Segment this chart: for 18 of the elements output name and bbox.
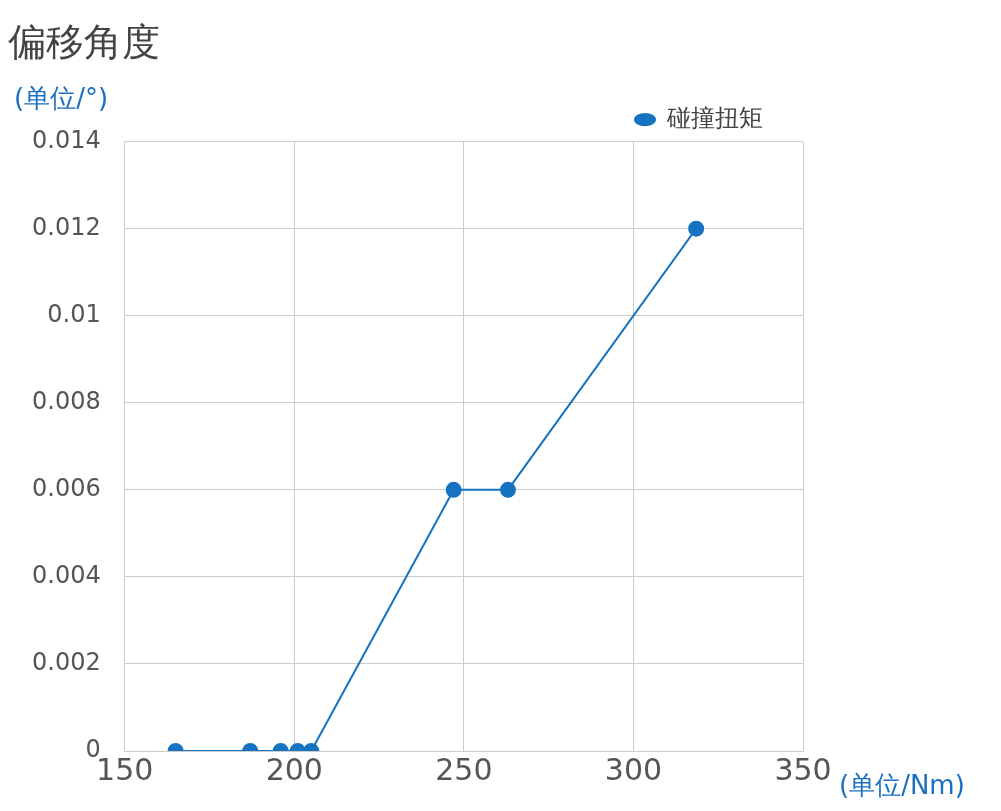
x-tick-label: 200 — [265, 751, 323, 787]
legend-label: 碰撞扭矩 — [666, 103, 763, 132]
y-tick-label: 0.006 — [31, 474, 101, 503]
x-tick-label: 350 — [774, 751, 832, 787]
point — [499, 481, 516, 498]
y-tick-label: 0.014 — [31, 125, 101, 154]
x-tick-label: 300 — [604, 751, 663, 787]
y-tick-label: 0.012 — [31, 212, 101, 241]
y-tick-label: 0.004 — [31, 561, 101, 590]
x-tick-label: 250 — [435, 751, 493, 787]
y-tick-label: 0.008 — [31, 387, 101, 416]
y-axis-title: (单位/°) — [14, 83, 109, 114]
point — [688, 220, 705, 237]
y-tick-label: 0.01 — [47, 299, 101, 328]
chart-title: 偏移角度 — [8, 19, 160, 64]
point — [445, 481, 462, 498]
y-tick-label: 0.002 — [31, 648, 101, 677]
x-axis-title: (单位/Nm) — [839, 769, 965, 800]
